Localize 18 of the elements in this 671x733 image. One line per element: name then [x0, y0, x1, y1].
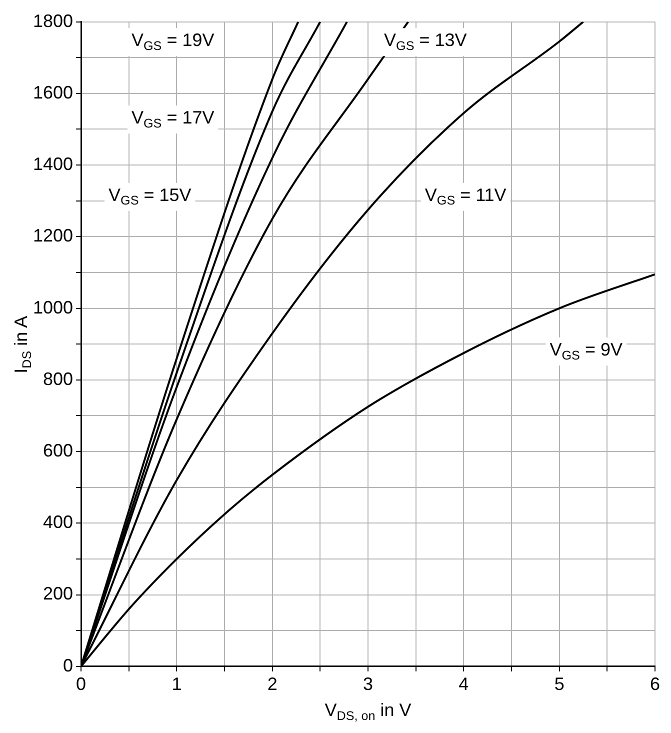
x-tick-label: 3	[363, 674, 374, 694]
y-tick-label: 1200	[32, 226, 74, 246]
y-axis-title: IDS in A	[10, 316, 34, 374]
x-tick-label: 5	[554, 674, 564, 694]
x-tick-label: 1	[172, 674, 182, 694]
y-tick-label: 1600	[32, 82, 74, 102]
y-tick-label: 1800	[32, 10, 74, 31]
y-tick-label: 200	[42, 584, 74, 604]
x-tick-label: 2	[267, 674, 278, 694]
x-tick-label: 4	[458, 674, 469, 694]
x-tick-label: 6	[650, 674, 660, 694]
y-tick-label: 1000	[32, 297, 74, 318]
y-tick-label: 1400	[32, 154, 74, 174]
y-tick-label: 800	[42, 368, 74, 389]
x-tick-label: 0	[76, 674, 86, 694]
y-tick-label: 400	[42, 512, 74, 532]
y-tick-label: 600	[42, 440, 74, 460]
y-tick-label: 0	[63, 655, 74, 676]
